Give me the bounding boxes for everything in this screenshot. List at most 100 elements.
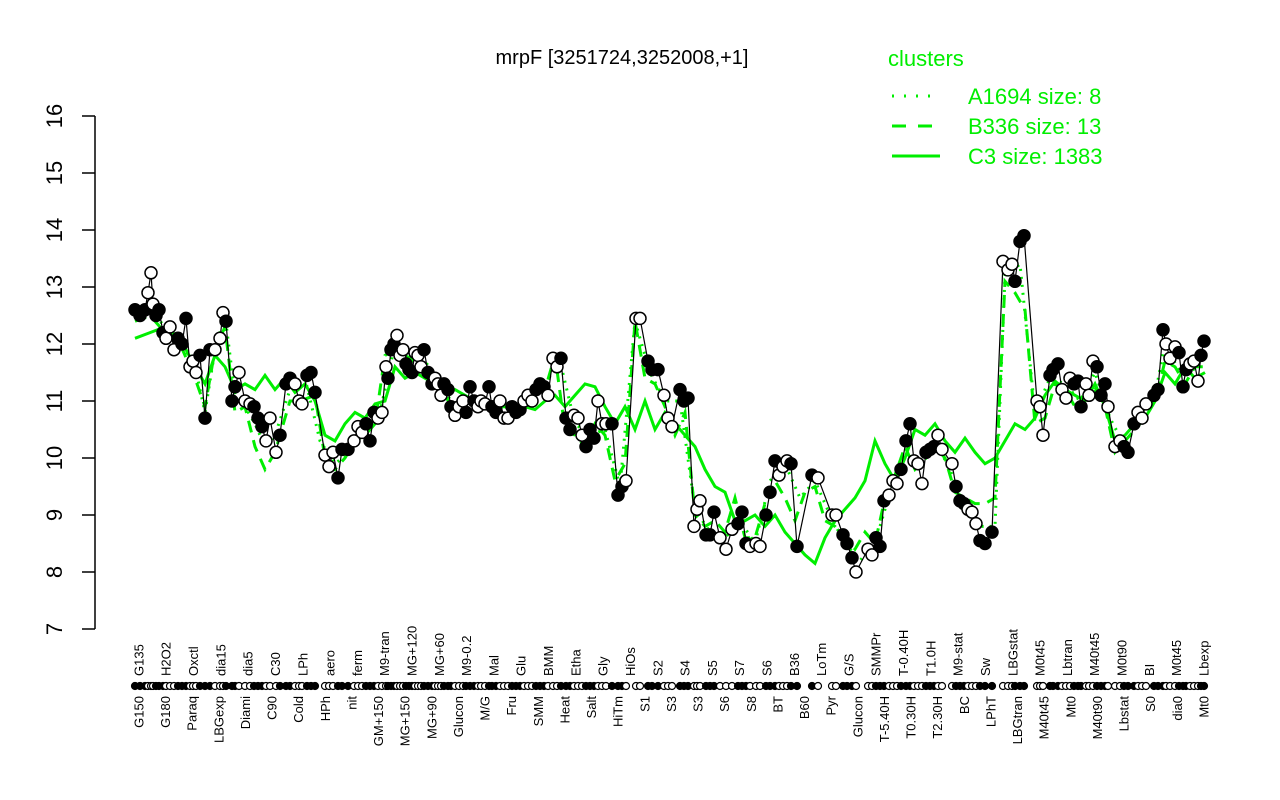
data-point (189, 365, 203, 380)
data-point (396, 342, 410, 357)
x-tick-label: Glucon (850, 696, 865, 737)
data-point (1172, 345, 1186, 360)
x-tick-label: Lbstat (1117, 696, 1132, 732)
x-tick-label: Etha (568, 648, 583, 676)
data-point (308, 385, 322, 400)
x-tick-label: Diami (238, 696, 253, 729)
data-point (1090, 360, 1104, 374)
x-tick-label: T1.0H (923, 641, 938, 676)
data-point (208, 342, 222, 357)
data-point (213, 331, 227, 346)
data-point (763, 485, 777, 499)
x-tick-label: HPh (318, 696, 333, 721)
data-point (985, 525, 999, 539)
data-point (141, 285, 155, 300)
x-tick-label: B60 (797, 696, 812, 719)
data-point (1121, 445, 1135, 460)
data-point (255, 419, 269, 434)
data-point (228, 380, 242, 394)
data-point (1059, 391, 1073, 405)
data-point (554, 351, 568, 366)
data-point (865, 548, 879, 562)
data-point (665, 419, 679, 434)
x-tick-label: GM+150 (371, 696, 386, 746)
data-point (587, 431, 601, 445)
data-point (375, 405, 389, 420)
y-tick-label: 7 (42, 623, 67, 635)
data-point (175, 337, 189, 351)
data-point (269, 445, 283, 460)
data-point (482, 380, 496, 394)
x-tick-label: T-5.40H (877, 696, 892, 742)
chart-title: mrpF [3251724,3252008,+1] (496, 47, 749, 69)
cluster-line (134, 277, 1205, 552)
data-point (273, 428, 287, 442)
y-tick-label: 16 (42, 104, 67, 128)
data-point (563, 422, 577, 437)
data-point (911, 456, 925, 471)
data-point (295, 397, 309, 411)
data-point (707, 505, 721, 519)
x-tick-label: S4 (678, 660, 693, 676)
data-point (263, 411, 277, 425)
x-tick-label: dia5 (241, 651, 256, 676)
y-tick-label: 12 (42, 332, 67, 356)
data-point (903, 417, 917, 431)
x-tick-label: LoTm (814, 643, 829, 676)
x-tick-label: M40t90 (1090, 696, 1105, 739)
data-point (759, 508, 773, 522)
legend: clusters A1694 size: 8 B336 size: 13 C3 … (888, 46, 1103, 169)
x-tick-label: Heat (557, 696, 572, 724)
data-point (152, 303, 166, 317)
x-tick-label: MG+150 (398, 696, 413, 746)
data-point (219, 314, 233, 328)
x-tick-label: dia0 (1170, 696, 1185, 721)
x-tick-label: BMM (541, 646, 556, 676)
data-point (1074, 399, 1088, 414)
x-tick-label: MG+120 (405, 626, 420, 676)
x-tick-label: M9-0.2 (459, 636, 474, 676)
x-tick-label: Lbexp (1196, 641, 1211, 676)
x-tick-label: Glu (514, 656, 529, 676)
x-tick-label: G135 (131, 644, 146, 676)
data-point (1194, 348, 1208, 363)
data-point (894, 462, 908, 477)
x-tick-label: Oxctl (186, 646, 201, 676)
x-tick-label: Lbtran (1060, 639, 1075, 676)
data-point (829, 508, 843, 522)
x-tick-label: MG+90 (424, 696, 439, 739)
x-tick-label: BT (770, 696, 785, 713)
data-point (931, 428, 945, 442)
data-point (144, 266, 158, 280)
data-point (949, 479, 963, 494)
data-point (1151, 382, 1165, 397)
legend-entry-b336: B336 size: 13 (968, 114, 1101, 139)
data-point (390, 328, 404, 343)
x-tick-label: Mal (486, 655, 501, 676)
x-tick-label: S6 (717, 696, 732, 712)
data-point (735, 505, 749, 519)
x-tick-label: M40t45 (1037, 696, 1052, 739)
data-point (681, 391, 695, 405)
x-tick-label: T2.30H (930, 696, 945, 739)
x-tick-label: M40t45 (1087, 633, 1102, 676)
data-point (713, 531, 727, 545)
x-tick-label: S8 (744, 696, 759, 712)
data-point (288, 377, 302, 391)
legend-entry-a1694: A1694 size: 8 (968, 84, 1101, 109)
x-tick-label: BI (1142, 664, 1157, 676)
x-tick-label: S0 (1143, 696, 1158, 712)
x-tick-label: S2 (650, 660, 665, 676)
x-tick-label: nit (344, 696, 359, 710)
data-point (1098, 377, 1112, 391)
data-point (163, 320, 177, 334)
x-tick-label: S5 (705, 660, 720, 676)
expression-series (128, 228, 1211, 579)
data-point (978, 536, 992, 551)
data-point (849, 565, 863, 579)
data-point (873, 539, 887, 554)
x-axis-rug (130, 681, 1209, 691)
data-point (198, 411, 212, 425)
data-point (331, 471, 345, 485)
y-axis: 7 8 9 10 11 12 13 14 15 16 (42, 104, 96, 635)
